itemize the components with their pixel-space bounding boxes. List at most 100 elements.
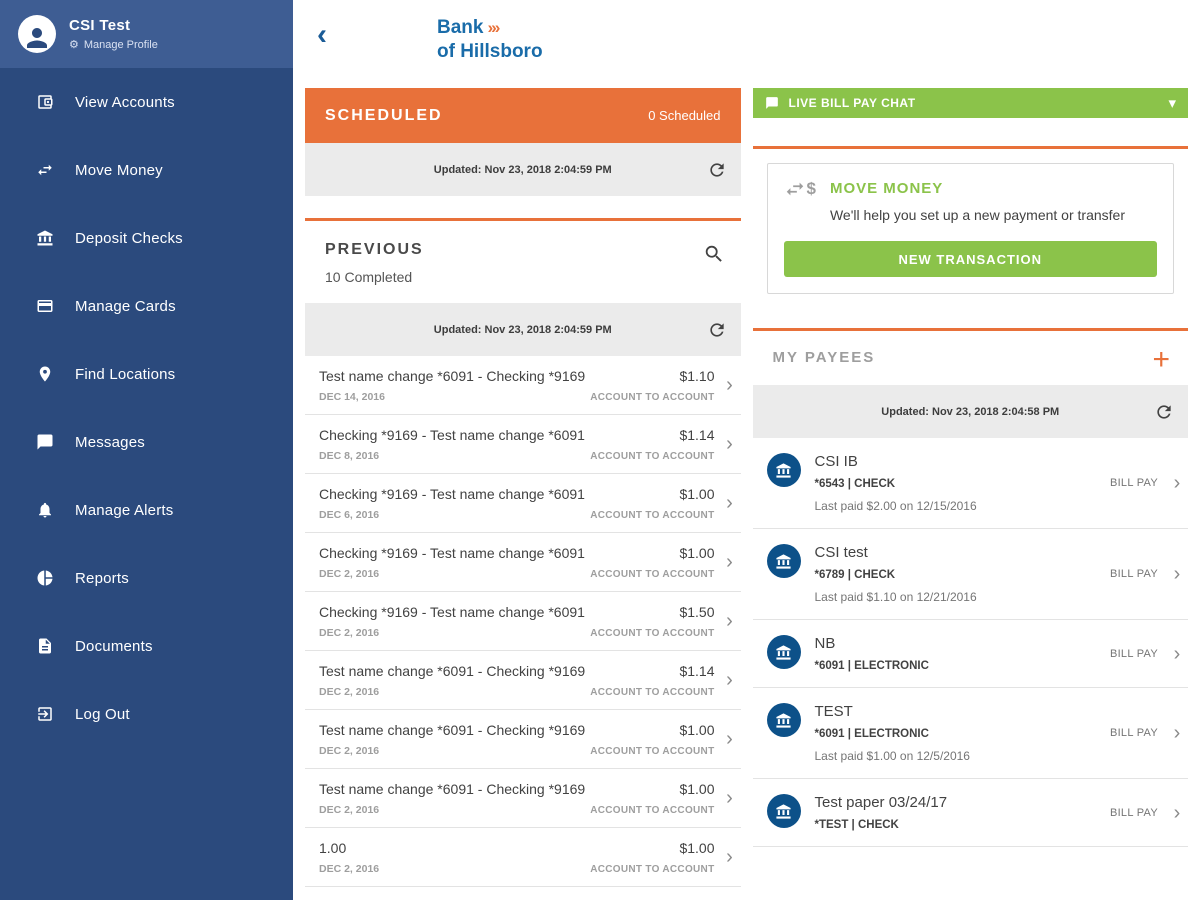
transaction-row[interactable]: Test name change *6091 - Checking *9169 D…: [305, 710, 741, 769]
previous-section: PREVIOUS 10 Completed Updated: Nov 23, 2…: [305, 218, 741, 887]
sidebar-item-log-out[interactable]: Log Out: [0, 680, 293, 748]
logout-icon: [38, 707, 52, 721]
payee-icon: [766, 635, 801, 670]
chevron-right-icon: ›: [1173, 722, 1181, 745]
my-payees-title: MY PAYEES: [772, 349, 876, 367]
my-payees-header: MY PAYEES +: [753, 331, 1189, 385]
my-payees-section: MY PAYEES + Updated: Nov 23, 2018 2:04:5…: [752, 328, 1189, 848]
new-transaction-button[interactable]: NEW TRANSACTION: [783, 241, 1157, 278]
payee-last-paid: Last paid $2.00 on 12/15/2016: [814, 499, 977, 514]
payee-detail: *6789 | CHECK: [814, 569, 896, 582]
payee-row[interactable]: TEST *6091 | ELECTRONIC Last paid $1.00 …: [752, 688, 1188, 780]
transaction-date: DEC 2, 2016: [319, 685, 380, 698]
deposit-checks-icon: [37, 230, 53, 246]
previous-updated-bar: Updated: Nov 23, 2018 2:04:59 PM: [305, 303, 741, 356]
transaction-amount: $1.00: [679, 839, 715, 856]
sidebar-item-label: Log Out: [75, 705, 130, 723]
live-chat-bar[interactable]: LIVE BILL PAY CHAT ▾: [752, 88, 1188, 118]
avatar: [18, 15, 56, 53]
payee-detail: *6091 | ELECTRONIC: [814, 660, 929, 673]
documents-icon: [39, 638, 51, 654]
sidebar-item-deposit-checks[interactable]: Deposit Checks: [0, 204, 293, 272]
chevron-right-icon: ›: [1173, 563, 1181, 586]
manage-profile-link[interactable]: ⚙ Manage Profile: [69, 38, 158, 52]
chevron-right-icon: ›: [726, 846, 733, 868]
refresh-icon[interactable]: [707, 320, 727, 340]
payee-row[interactable]: CSI IB *6543 | CHECK Last paid $2.00 on …: [752, 438, 1188, 530]
transaction-date: DEC 6, 2016: [319, 508, 380, 521]
add-payee-button[interactable]: +: [1152, 343, 1170, 377]
manage-profile-label: Manage Profile: [83, 38, 158, 51]
sidebar-item-messages[interactable]: Messages: [0, 408, 293, 476]
transaction-row[interactable]: Checking *9169 - Test name change *6091 D…: [305, 415, 741, 474]
transaction-row[interactable]: Test name change *6091 - Checking *9169 D…: [305, 769, 741, 828]
transaction-row[interactable]: Checking *9169 - Test name change *6091 D…: [305, 533, 741, 592]
transaction-amount: $1.00: [679, 544, 715, 561]
sidebar-item-label: Reports: [75, 569, 129, 587]
payee-method: BILL PAY: [1109, 568, 1158, 581]
payee-name: NB: [814, 635, 836, 653]
payee-detail: *6543 | CHECK: [814, 478, 896, 491]
sidebar-item-find-locations[interactable]: Find Locations: [0, 340, 293, 408]
refresh-icon[interactable]: [707, 160, 727, 180]
sidebar-item-manage-alerts[interactable]: Manage Alerts: [0, 476, 293, 544]
transaction-type: ACCOUNT TO ACCOUNT: [590, 804, 715, 816]
person-icon: [27, 28, 47, 48]
transaction-row[interactable]: Test name change *6091 - Checking *9169 D…: [305, 356, 741, 415]
sidebar-item-manage-cards[interactable]: Manage Cards: [0, 272, 293, 340]
move-money-description: We'll help you set up a new payment or t…: [829, 207, 1125, 223]
transaction-type: ACCOUNT TO ACCOUNT: [590, 627, 715, 639]
transaction-row[interactable]: 1.00 DEC 2, 2016 $1.00 ACCOUNT TO ACCOUNT …: [305, 828, 741, 887]
transaction-row[interactable]: Checking *9169 - Test name change *6091 D…: [305, 592, 741, 651]
payee-row[interactable]: CSI test *6789 | CHECK Last paid $1.10 o…: [752, 529, 1188, 621]
payee-name: TEST: [814, 703, 853, 721]
sidebar-item-label: Find Locations: [75, 365, 176, 383]
payee-icon: [766, 453, 801, 488]
chevron-right-icon: ›: [726, 551, 733, 573]
chevron-right-icon: ›: [726, 492, 733, 514]
chevron-right-icon: ›: [726, 433, 733, 455]
right-column: LIVE BILL PAY CHAT ▾ $ MOVE MONEY We'll …: [752, 88, 1189, 900]
logo-line2: of Hillsboro: [437, 40, 543, 62]
payee-row[interactable]: Test paper 03/24/17 *TEST | CHECK BILL P…: [752, 779, 1188, 848]
move-money-title: MOVE MONEY: [829, 180, 944, 197]
move-money-icon: $: [784, 178, 816, 200]
transaction-title: Test name change *6091 - Checking *9169: [319, 721, 586, 738]
profile-name: CSI Test: [69, 17, 131, 34]
transaction-amount: $1.50: [679, 603, 715, 620]
search-icon[interactable]: [703, 243, 725, 270]
chevron-right-icon: ›: [726, 374, 733, 396]
sidebar-item-view-accounts[interactable]: View Accounts: [0, 68, 293, 136]
payee-row[interactable]: NB *6091 | ELECTRONIC BILL PAY ›: [752, 620, 1188, 689]
logo-line1: Bank: [437, 17, 484, 38]
manage-cards-icon: [37, 300, 53, 312]
chevron-right-icon: ›: [726, 728, 733, 750]
profile-header[interactable]: CSI Test ⚙ Manage Profile: [0, 0, 293, 68]
scheduled-updated-bar: Updated: Nov 23, 2018 2:04:59 PM: [305, 143, 741, 196]
previous-updated-text: Updated: Nov 23, 2018 2:04:59 PM: [433, 323, 612, 336]
gear-icon: ⚙: [69, 39, 79, 51]
transaction-type: ACCOUNT TO ACCOUNT: [590, 686, 715, 698]
payee-last-paid: Last paid $1.00 on 12/5/2016: [814, 749, 970, 764]
back-button[interactable]: ‹: [317, 18, 327, 51]
transaction-amount: $1.00: [679, 485, 715, 502]
messages-icon: [37, 434, 53, 450]
chevron-down-icon[interactable]: ▾: [1168, 94, 1176, 112]
payee-icon: [766, 794, 801, 829]
sidebar-item-documents[interactable]: Documents: [0, 612, 293, 680]
transaction-type: ACCOUNT TO ACCOUNT: [590, 509, 715, 521]
move-money-card: $ MOVE MONEY We'll help you set up a new…: [766, 163, 1174, 295]
transaction-date: DEC 14, 2016: [319, 390, 385, 403]
top-header: ‹ Bank ››› of Hillsboro: [293, 0, 1200, 88]
sidebar-item-reports[interactable]: Reports: [0, 544, 293, 612]
sidebar-item-label: Documents: [75, 637, 153, 655]
transaction-row[interactable]: Test name change *6091 - Checking *9169 D…: [305, 651, 741, 710]
payee-last-paid: Last paid $1.10 on 12/21/2016: [814, 590, 977, 605]
find-locations-icon: [39, 366, 51, 382]
refresh-icon[interactable]: [1154, 402, 1174, 422]
transaction-title: Checking *9169 - Test name change *6091: [319, 544, 585, 561]
transaction-title: Checking *9169 - Test name change *6091: [319, 485, 585, 502]
transaction-row[interactable]: Checking *9169 - Test name change *6091 D…: [305, 474, 741, 533]
sidebar-item-move-money[interactable]: Move Money: [0, 136, 293, 204]
transaction-type: ACCOUNT TO ACCOUNT: [590, 863, 715, 875]
